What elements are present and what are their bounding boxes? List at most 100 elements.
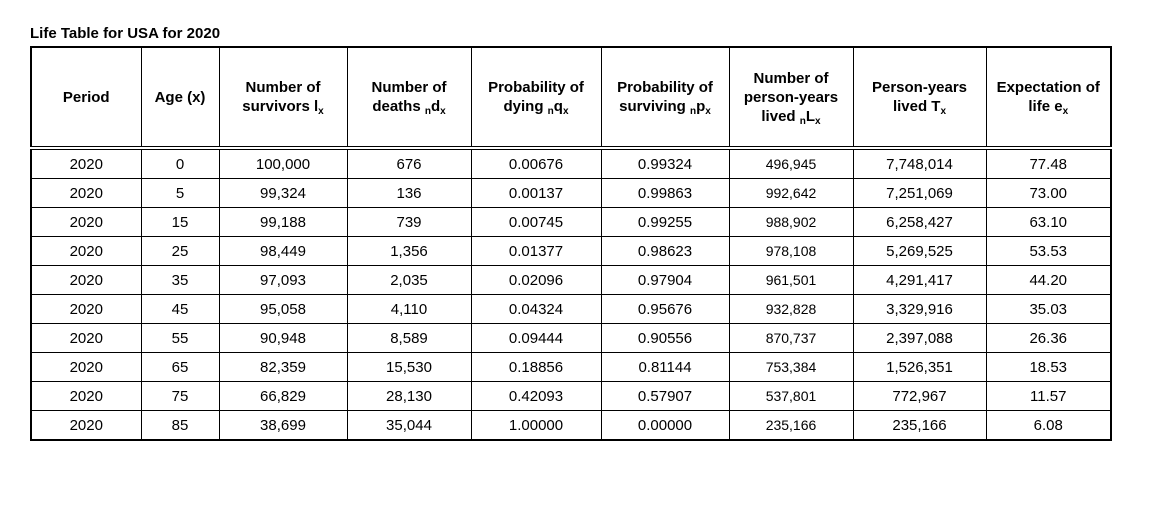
table-cell: 2020 [30, 410, 142, 441]
table-cell: 978,108 [728, 236, 854, 266]
header-cell: Probability of surviving npx [600, 46, 730, 150]
table-cell: 136 [346, 178, 472, 208]
table-cell: 97,093 [218, 265, 348, 295]
table-row: 2020 75 66,829 28,130 0.42093 0.57907 537,801 7… [30, 381, 1112, 411]
table-body: 2020 0 100,000 676 0.00676 0.99324 496,945 7,74… [30, 147, 1112, 441]
table-cell: 0.42093 [470, 381, 602, 411]
table-cell: 0.09444 [470, 323, 602, 353]
table-cell: 932,828 [728, 294, 854, 324]
header-text: p [696, 98, 706, 115]
table-cell: 2020 [30, 207, 142, 237]
table-cell: 63.10 [985, 207, 1112, 237]
subscript: x [940, 106, 947, 117]
table-row: 2020 55 90,948 8,589 0.09444 0.90556 870,737 2,… [30, 323, 1112, 353]
subscript: x [1062, 106, 1069, 117]
table-cell: 235,166 [852, 410, 987, 441]
table-row: 2020 0 100,000 676 0.00676 0.99324 496,945 7,74… [30, 147, 1112, 179]
table-cell: 0.00000 [600, 410, 730, 441]
subscript: x [318, 106, 324, 117]
header-text: Number of deaths [371, 79, 447, 115]
header-text: Age (x) [154, 88, 206, 106]
table-row: 2020 45 95,058 4,110 0.04324 0.95676 932,828 3,… [30, 294, 1112, 324]
header-text: Number of person-years lived [743, 69, 839, 125]
table-cell: 3,329,916 [852, 294, 987, 324]
table-cell: 5,269,525 [852, 236, 987, 266]
table-cell: 99,324 [218, 178, 348, 208]
table-row: 2020 35 97,093 2,035 0.02096 0.97904 961,501 4,… [30, 265, 1112, 295]
table-cell: 2020 [30, 178, 142, 208]
table-cell: 0.97904 [600, 265, 730, 295]
table-cell: 82,359 [218, 352, 348, 382]
table-cell: 0.99324 [600, 147, 730, 179]
table-cell: 6.08 [985, 410, 1112, 441]
table-cell: 496,945 [728, 147, 854, 179]
header-cell: Number of survivors lx [218, 46, 348, 150]
table-cell: 1.00000 [470, 410, 602, 441]
subscript: n [799, 115, 806, 127]
header-text: q [553, 98, 563, 115]
header-row: Period Age (x) Number of survivors lx Numbe… [30, 46, 1112, 150]
table-cell: 961,501 [728, 265, 854, 295]
table-cell: 45 [140, 294, 220, 324]
table-cell: 85 [140, 410, 220, 441]
table-cell: 870,737 [728, 323, 854, 353]
table-cell: 66,829 [218, 381, 348, 411]
table-cell: 35,044 [346, 410, 472, 441]
table-cell: 35 [140, 265, 220, 295]
subscript: n [690, 106, 697, 117]
header-cell: Number of deaths ndx [346, 46, 472, 150]
table-cell: 0.99255 [600, 207, 730, 237]
table-cell: 2020 [30, 323, 142, 353]
table-cell: 0.18856 [470, 352, 602, 382]
table-cell: 0.00745 [470, 207, 602, 237]
header-cell: Number of person-years lived nLx [728, 46, 854, 150]
table-row: 2020 65 82,359 15,530 0.18856 0.81144 753,384 1… [30, 352, 1112, 382]
table-cell: 4,110 [346, 294, 472, 324]
table-cell: 0.04324 [470, 294, 602, 324]
table-cell: 0.00676 [470, 147, 602, 179]
subscript: n [547, 106, 554, 117]
table-row: 2020 5 99,324 136 0.00137 0.99863 992,642 7,251… [30, 178, 1112, 208]
table-cell: 5 [140, 178, 220, 208]
table-cell: 7,748,014 [852, 147, 987, 179]
header-text: Person-years lived T [871, 79, 968, 115]
table-cell: 537,801 [728, 381, 854, 411]
table-cell: 0.81144 [600, 352, 730, 382]
table-row: 2020 85 38,699 35,044 1.00000 0.00000 235,166 2… [30, 410, 1112, 441]
header-text: Expectation of life e [996, 79, 1100, 115]
table-title: Life Table for USA for 2020 [30, 25, 221, 42]
table-cell: 95,058 [218, 294, 348, 324]
subscript: n [424, 106, 431, 117]
table-cell: 1,356 [346, 236, 472, 266]
table-cell: 992,642 [728, 178, 854, 208]
table-cell: 38,699 [218, 410, 348, 441]
header-text: d [430, 98, 441, 115]
table-cell: 2,397,088 [852, 323, 987, 353]
table-cell: 753,384 [728, 352, 854, 382]
table-cell: 0.01377 [470, 236, 602, 266]
life-table: Period Age (x) Number of survivors lx Numbe… [30, 46, 1112, 441]
subscript: x [562, 106, 569, 117]
table-cell: 2020 [30, 147, 142, 179]
table-cell: 0.02096 [470, 265, 602, 295]
table-row: 2020 15 99,188 739 0.00745 0.99255 988,902 6,25… [30, 207, 1112, 237]
table-cell: 25 [140, 236, 220, 266]
subscript: x [815, 115, 821, 127]
header-text: L [805, 107, 816, 125]
header-text: Probability of surviving [617, 79, 713, 115]
table-cell: 0.90556 [600, 323, 730, 353]
table-cell: 73.00 [985, 178, 1112, 208]
header-cell: Person-years lived Tx [852, 46, 987, 150]
table-cell: 44.20 [985, 265, 1112, 295]
header-text: Probability of dying [488, 79, 584, 115]
table-cell: 772,967 [852, 381, 987, 411]
table-cell: 988,902 [728, 207, 854, 237]
header-text: Period [62, 88, 110, 106]
table-cell: 6,258,427 [852, 207, 987, 237]
table-cell: 4,291,417 [852, 265, 987, 295]
table-cell: 676 [346, 147, 472, 179]
table-cell: 2020 [30, 352, 142, 382]
table-cell: 0.95676 [600, 294, 730, 324]
table-cell: 100,000 [218, 147, 348, 179]
